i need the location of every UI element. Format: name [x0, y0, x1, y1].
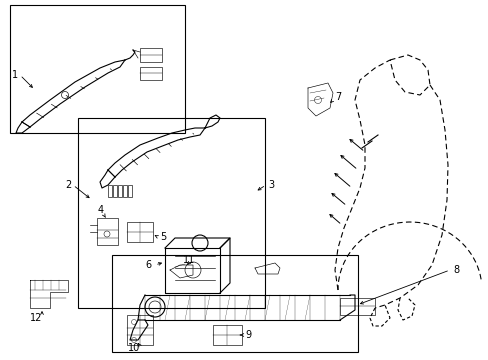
Text: 1: 1	[12, 70, 18, 80]
Text: 5: 5	[160, 232, 166, 242]
Text: 11: 11	[183, 255, 195, 265]
Text: 6: 6	[145, 260, 151, 270]
Bar	[140, 67, 162, 80]
Bar	[339, 298, 374, 315]
Text: 2: 2	[65, 180, 71, 190]
Text: 12: 12	[30, 313, 42, 323]
Text: 9: 9	[244, 330, 251, 340]
Bar	[127, 222, 153, 242]
Text: 10: 10	[128, 343, 140, 353]
Bar	[213, 325, 242, 345]
Text: 8: 8	[452, 265, 458, 275]
Bar	[127, 315, 153, 345]
Bar	[113, 185, 117, 197]
Text: 7: 7	[334, 92, 341, 102]
Text: 3: 3	[267, 180, 274, 190]
Bar	[108, 185, 112, 197]
Bar	[78, 118, 264, 308]
Bar	[97, 218, 118, 245]
Bar	[140, 48, 162, 62]
Bar	[10, 5, 184, 133]
Bar	[123, 185, 127, 197]
Text: 4: 4	[98, 205, 104, 215]
Bar	[118, 185, 122, 197]
Bar	[128, 185, 132, 197]
Bar	[112, 255, 357, 352]
